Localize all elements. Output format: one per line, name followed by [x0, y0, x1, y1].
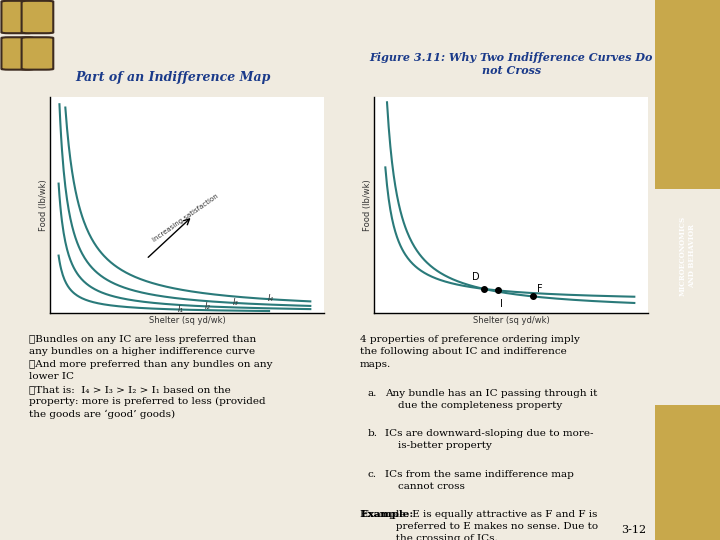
Text: Example: E is equally attractive as F and F is
           preferred to E makes n: Example: E is equally attractive as F an…: [360, 510, 598, 540]
FancyBboxPatch shape: [1, 1, 33, 33]
Text: I₂: I₂: [205, 302, 211, 310]
Text: Part of an Indifference Map: Part of an Indifference Map: [75, 71, 271, 84]
Text: ICs are downward-sloping due to more-
    is-better property: ICs are downward-sloping due to more- is…: [385, 429, 594, 450]
FancyBboxPatch shape: [22, 37, 53, 70]
Bar: [655, 0, 720, 189]
Y-axis label: Food (lb/wk): Food (lb/wk): [363, 179, 372, 231]
Text: b.: b.: [367, 429, 377, 438]
Bar: [655, 405, 720, 540]
Y-axis label: Food (lb/wk): Food (lb/wk): [39, 179, 48, 231]
Text: Figure 3.11: Why Two Indifference Curves Do
not Cross: Figure 3.11: Why Two Indifference Curves…: [369, 52, 653, 76]
Text: Example:: Example:: [360, 510, 413, 519]
Text: I₃: I₃: [233, 298, 238, 307]
Text: c.: c.: [367, 470, 376, 479]
Text: Increasing satisfaction: Increasing satisfaction: [152, 193, 220, 243]
X-axis label: Shelter (sq yd/wk): Shelter (sq yd/wk): [473, 316, 549, 325]
Text: Any bundle has an IC passing through it
    due the completeness property: Any bundle has an IC passing through it …: [385, 389, 598, 410]
Text: I₁: I₁: [178, 305, 184, 314]
X-axis label: Shelter (sq yd/wk): Shelter (sq yd/wk): [149, 316, 225, 325]
Text: 4 properties of preference ordering imply
the following about IC and indifferenc: 4 properties of preference ordering impl…: [360, 335, 580, 369]
FancyBboxPatch shape: [1, 37, 33, 70]
Text: F: F: [537, 284, 543, 294]
Text: ✓Bundles on any IC are less preferred than
any bundles on a higher indifference : ✓Bundles on any IC are less preferred th…: [29, 335, 272, 420]
Text: ICs from the same indifference map
    cannot cross: ICs from the same indifference map canno…: [385, 470, 574, 491]
Text: a.: a.: [367, 389, 377, 398]
FancyBboxPatch shape: [22, 1, 53, 33]
Text: MICROECONOMICS
AND BEHAVIOR: MICROECONOMICS AND BEHAVIOR: [679, 216, 696, 296]
Text: 3-12: 3-12: [621, 524, 646, 535]
Text: I: I: [500, 299, 503, 309]
Text: D: D: [472, 272, 480, 282]
Text: I₄: I₄: [268, 294, 274, 303]
